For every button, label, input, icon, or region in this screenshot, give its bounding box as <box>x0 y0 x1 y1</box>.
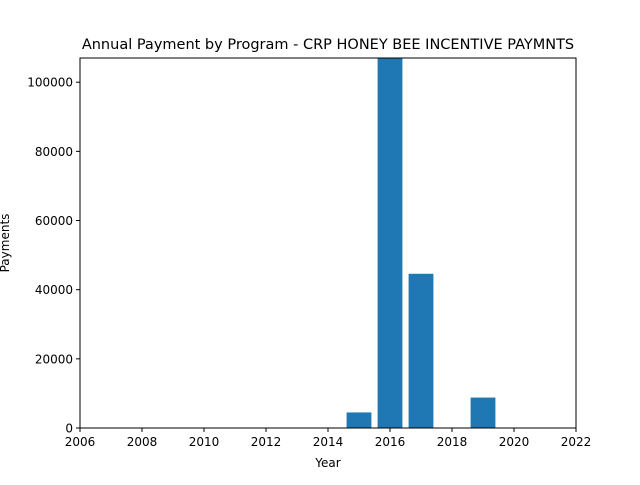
y-tick-label: 100000 <box>27 76 73 90</box>
y-tick-label: 0 <box>65 422 73 436</box>
y-tick-label: 80000 <box>35 145 73 159</box>
y-tick-label: 40000 <box>35 283 73 297</box>
x-tick-label: 2016 <box>375 435 406 449</box>
x-tick-label: 2006 <box>65 435 96 449</box>
bar-2017 <box>408 273 434 428</box>
bar-2015 <box>346 412 372 428</box>
x-tick-label: 2020 <box>499 435 530 449</box>
x-tick-label: 2022 <box>561 435 592 449</box>
y-tick-label: 60000 <box>35 214 73 228</box>
y-tick-label: 20000 <box>35 352 73 366</box>
y-axis-ticks: 0 20000 40000 60000 80000 100000 <box>27 76 80 436</box>
bar-2019 <box>470 397 496 428</box>
bars-group <box>346 58 496 428</box>
x-axis-label: Year <box>314 456 340 470</box>
x-tick-label: 2014 <box>313 435 344 449</box>
x-tick-label: 2012 <box>251 435 282 449</box>
x-tick-label: 2018 <box>437 435 468 449</box>
x-tick-label: 2008 <box>127 435 158 449</box>
x-axis-ticks: 2006 2008 2010 2012 2014 2016 2018 2020 2022 <box>65 428 592 449</box>
bar-2016 <box>377 58 403 428</box>
plot-area-frame <box>79 57 577 429</box>
x-tick-label: 2010 <box>189 435 220 449</box>
y-axis-label: Payments <box>0 214 12 273</box>
chart-title: Annual Payment by Program - CRP HONEY BE… <box>82 37 574 53</box>
